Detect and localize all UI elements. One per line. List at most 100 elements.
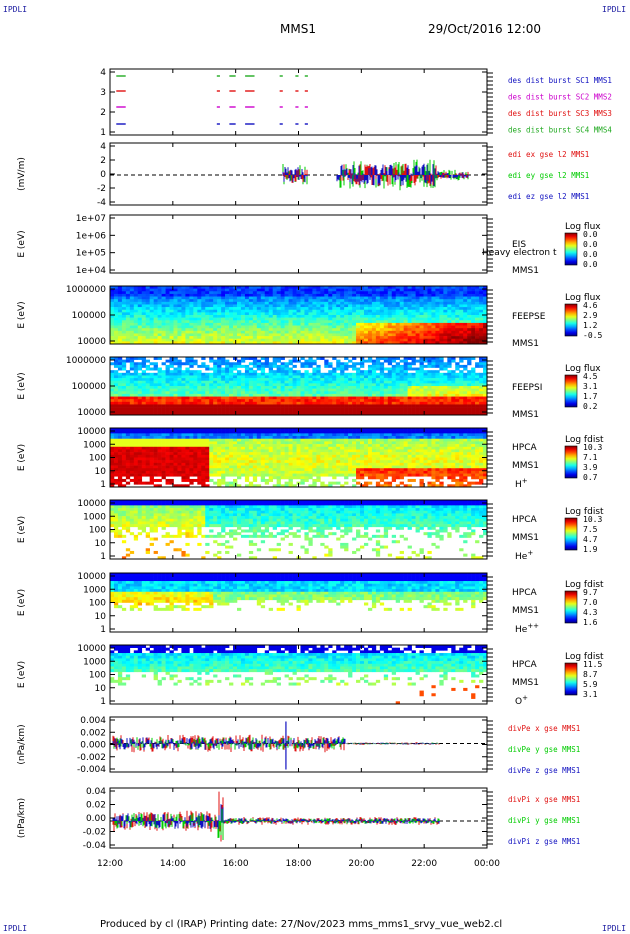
spectrogram-cell <box>403 407 408 411</box>
spectrogram-cell <box>403 357 408 360</box>
spectrogram-cell <box>391 312 397 316</box>
spectrogram-cell <box>213 449 218 453</box>
spectrogram-cell <box>125 330 131 334</box>
spectrogram-cell <box>125 325 131 329</box>
spectrogram-cell <box>185 473 190 477</box>
spectrogram-cell <box>344 330 349 334</box>
spectrogram-cell <box>395 309 400 313</box>
spectrogram-cell <box>236 386 242 389</box>
spectrogram-cell <box>189 293 194 297</box>
spectrogram-cell <box>201 330 206 334</box>
spectrogram-cell <box>268 341 274 345</box>
spectrogram-cell <box>201 386 206 389</box>
spectrogram-cell <box>248 328 254 332</box>
spectrogram-cell <box>360 309 365 313</box>
spectrogram-cell <box>479 372 484 376</box>
spectrogram-cell <box>240 460 246 464</box>
spectrogram-cell <box>304 364 309 368</box>
spectrogram-cell <box>173 383 178 387</box>
spectrogram-cell <box>447 333 452 337</box>
spectrogram-cell <box>316 309 321 313</box>
spectrogram-cell <box>117 315 123 318</box>
spectrogram-cell <box>121 296 127 300</box>
spectrogram-cell <box>252 396 258 400</box>
spectrogram-cell <box>133 325 139 329</box>
spectrogram-cell <box>395 357 400 360</box>
spectrogram-cell <box>324 378 329 382</box>
spectrogram-cell <box>284 312 289 316</box>
spectrogram-cell <box>185 430 190 434</box>
spectrogram-cell <box>467 393 472 397</box>
spectrogram-cell <box>169 301 174 305</box>
spectrogram-cell <box>348 296 353 300</box>
spectrogram-cell <box>344 367 349 371</box>
spectrogram-cell <box>344 315 349 318</box>
spectrogram-cell <box>395 312 400 316</box>
spectrogram-cell <box>423 396 428 400</box>
spectrogram-cell <box>264 320 270 324</box>
spectrogram-cell <box>113 364 119 368</box>
spectrogram-cell <box>375 367 381 371</box>
spectrogram-cell <box>312 299 317 303</box>
spectrogram-cell <box>431 396 436 400</box>
spectrogram-cell <box>284 309 289 313</box>
spectrogram-cell <box>419 291 424 295</box>
spectrogram-cell <box>169 317 174 321</box>
spectrogram-cell <box>161 457 166 461</box>
spectrogram-cell <box>145 462 150 466</box>
spectrogram-cell <box>383 286 389 289</box>
spectrogram-cell <box>110 328 115 332</box>
spectrogram-cell <box>193 328 198 332</box>
spectrogram-cell <box>133 328 139 332</box>
spectrogram-cell <box>340 409 345 413</box>
spectrogram-cell <box>149 299 154 303</box>
spectrogram-cell <box>328 322 333 326</box>
spectrogram-cell <box>367 333 373 337</box>
spectrogram-cell <box>157 372 162 376</box>
spectrogram-cell <box>189 378 194 382</box>
spectrogram-cell <box>248 370 254 374</box>
spectrogram-cell <box>165 465 170 469</box>
spectrogram-cell <box>137 309 143 313</box>
spectrogram-cell <box>129 315 135 318</box>
spectrogram-cell <box>240 293 246 297</box>
spectrogram-cell <box>423 301 428 305</box>
spectrogram-cell <box>308 322 313 326</box>
spectrogram-cell <box>189 341 194 345</box>
spectrogram-cell <box>181 309 186 313</box>
spectrogram-cell <box>205 325 210 329</box>
spectrogram-cell <box>205 409 210 413</box>
spectrogram-cell <box>300 364 305 368</box>
spectrogram-cell <box>280 299 285 303</box>
spectrogram-cell <box>141 433 147 437</box>
spectrogram-cell <box>320 396 325 400</box>
spectrogram-cell <box>471 309 476 313</box>
spectrogram-cell <box>185 312 190 316</box>
spectrogram-cell <box>181 307 186 311</box>
spectrogram-cell <box>149 372 154 376</box>
spectrogram-cell <box>415 404 420 408</box>
spectrogram-cell <box>169 304 174 308</box>
spectrogram-cell <box>197 401 202 405</box>
spectrogram-cell <box>375 288 381 292</box>
spectrogram-cell <box>169 364 174 368</box>
spectrogram-cell <box>312 407 317 411</box>
spectrogram-cell <box>360 341 365 345</box>
spectrogram-cell <box>363 293 369 297</box>
spectrogram-cell <box>292 317 297 321</box>
spectrogram-cell <box>121 325 127 329</box>
spectrogram-cell <box>225 404 230 408</box>
spectrogram-cell <box>443 299 448 303</box>
spectrogram-cell <box>324 341 329 345</box>
spectrogram-cell <box>419 322 424 326</box>
spectrogram-cell <box>133 367 139 371</box>
spectrogram-cell <box>427 288 432 292</box>
spectrogram-cell <box>312 333 317 337</box>
spectrogram-cell <box>316 357 321 360</box>
spectrogram-cell <box>225 401 230 405</box>
spectrogram-cell <box>268 409 274 413</box>
spectrogram-cell <box>451 357 456 360</box>
spectrogram-cell <box>411 336 416 340</box>
spectrogram-cell <box>324 293 329 297</box>
spectrogram-cell <box>169 412 174 416</box>
